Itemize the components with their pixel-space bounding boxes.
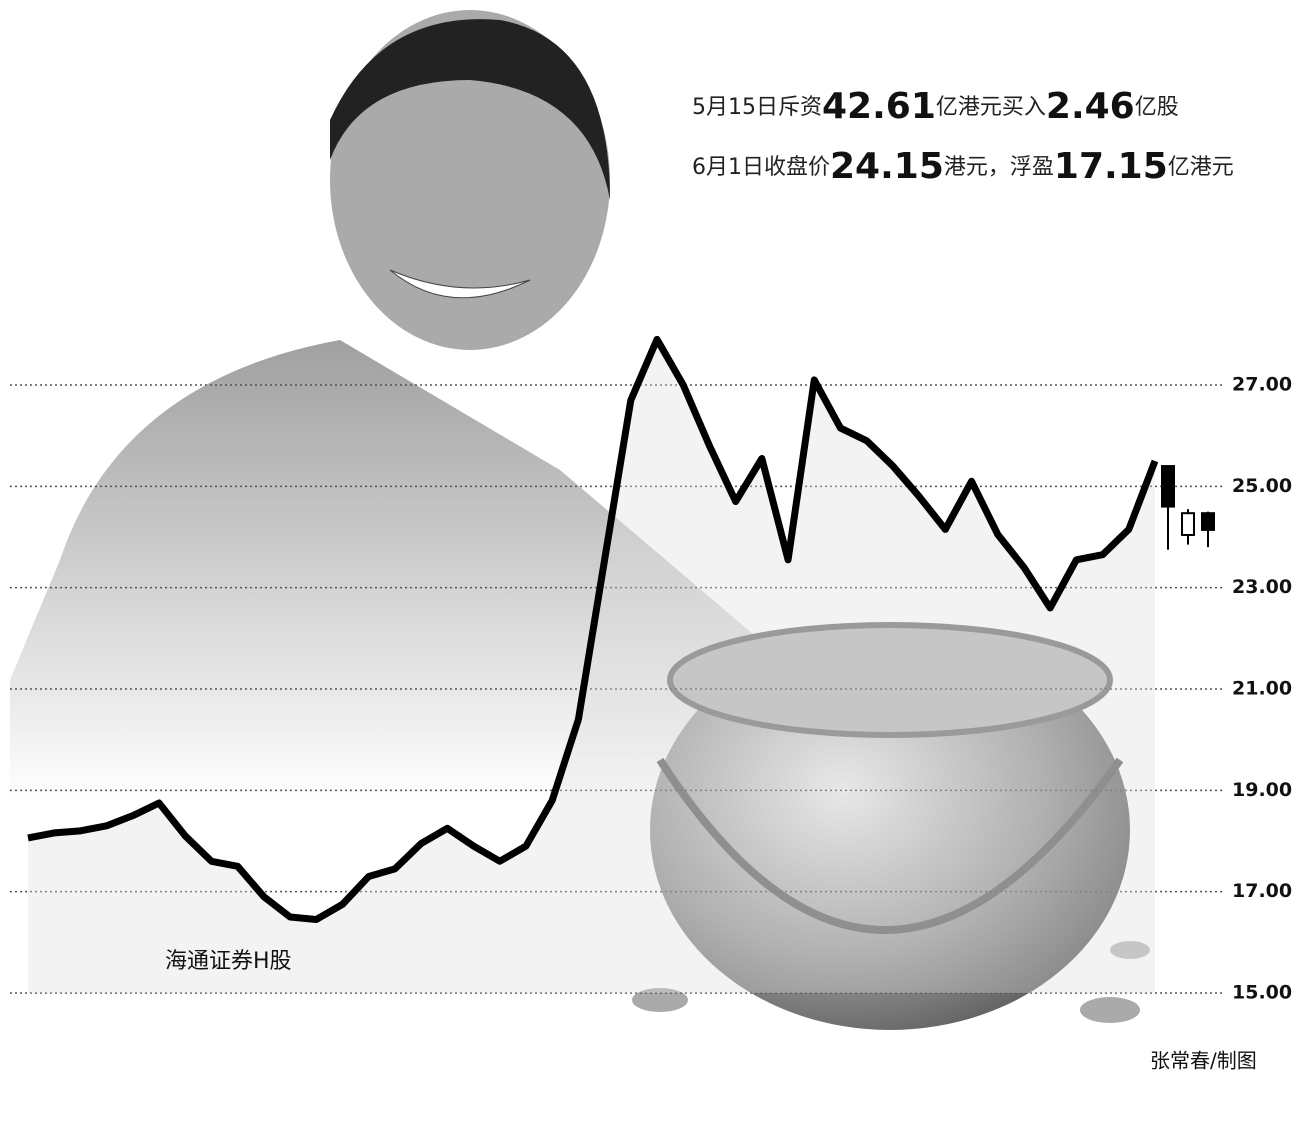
y-tick-label: 23.00 [1232,576,1292,598]
candle-body [1181,512,1195,536]
line [27,335,1159,924]
y-tick-label: 15.00 [1232,982,1292,1004]
annotation-number: 17.15 [1054,146,1168,187]
annotation: 5月15日斥资42.61亿港元买入2.46亿股 [692,86,1179,127]
candle-body [1161,465,1175,508]
series-label: 海通证券H股 [165,949,292,974]
y-tick-label: 27.00 [1232,374,1292,396]
area-shade [28,339,1155,993]
pot [632,622,1150,1030]
annotation-text: 6月1日收盘价 [692,155,830,180]
y-tick-label: 19.00 [1232,779,1292,801]
credit: 张常春/制图 [1150,1049,1257,1073]
annotation-number: 24.15 [830,146,944,187]
candle-body [1201,512,1215,531]
annotation-text: 亿股 [1135,95,1179,120]
annotation-number: 2.46 [1046,86,1135,127]
annotation-text: 亿港元 [1168,155,1234,180]
annotation-text: 港元，浮盈 [944,155,1054,180]
y-tick-label: 25.00 [1232,475,1292,497]
photo [10,10,760,800]
y-tick-label: 17.00 [1232,880,1292,902]
y-tick-label: 21.00 [1232,678,1292,700]
annotation-text: 亿港元买入 [936,95,1046,120]
annotation: 6月1日收盘价24.15港元，浮盈17.15亿港元 [692,146,1234,187]
annotation-number: 42.61 [822,86,936,127]
annotation-text: 5月15日斥资 [692,95,822,120]
